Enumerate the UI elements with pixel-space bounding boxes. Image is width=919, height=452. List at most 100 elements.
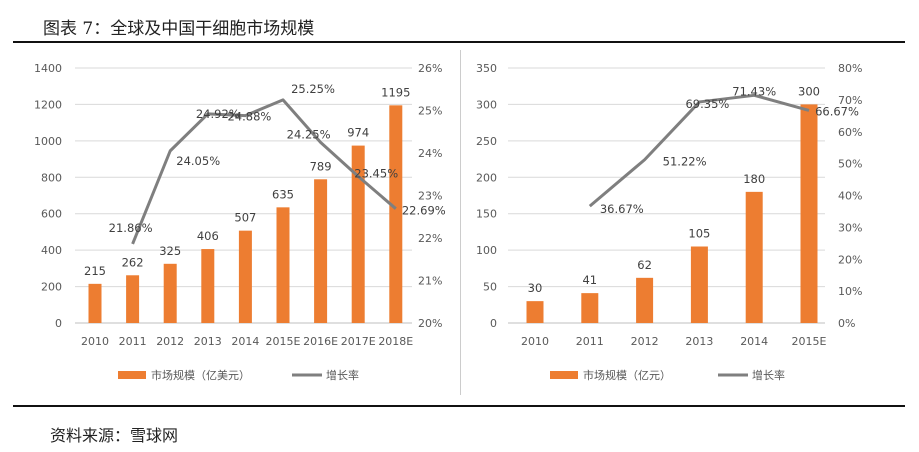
bar xyxy=(163,263,177,323)
y-tick-label: 250 xyxy=(476,135,497,148)
bar xyxy=(389,105,403,323)
bar xyxy=(238,230,252,323)
bar xyxy=(88,283,102,323)
chart-divider xyxy=(460,50,461,395)
line-data-label: 22.69% xyxy=(402,204,446,218)
bar xyxy=(126,275,140,323)
line-data-label: 71.43% xyxy=(732,84,776,98)
y2-tick-label: 20% xyxy=(418,317,442,330)
legend-line-label: 增长率 xyxy=(752,368,785,382)
x-tick-label: 2018E xyxy=(378,335,413,348)
y2-tick-label: 30% xyxy=(838,221,862,234)
x-tick-label: 2011 xyxy=(119,335,147,348)
bar-data-label: 1195 xyxy=(381,85,410,99)
bar-data-label: 974 xyxy=(347,126,369,140)
x-tick-label: 2015E xyxy=(792,335,827,348)
y2-tick-label: 26% xyxy=(418,62,442,75)
legend-line-label: 增长率 xyxy=(326,368,359,382)
y2-tick-label: 80% xyxy=(838,62,862,75)
y2-tick-label: 23% xyxy=(418,190,442,203)
y2-tick-label: 22% xyxy=(418,232,442,245)
bar-data-label: 789 xyxy=(310,159,332,173)
y-tick-label: 200 xyxy=(41,281,62,294)
x-tick-label: 2015E xyxy=(266,335,301,348)
figure-title: 图表 7：全球及中国干细胞市场规模 xyxy=(43,19,315,39)
bar xyxy=(276,207,290,323)
line-data-label: 24.92% xyxy=(196,107,240,121)
line-data-label: 25.25% xyxy=(291,82,335,96)
y-tick-label: 350 xyxy=(476,62,497,75)
bar-data-label: 406 xyxy=(197,229,219,243)
y2-tick-label: 21% xyxy=(418,275,442,288)
bar xyxy=(636,277,654,323)
bar-data-label: 215 xyxy=(84,264,106,278)
y2-tick-label: 0% xyxy=(838,317,855,330)
line-data-label: 36.67% xyxy=(600,202,644,216)
growth-line xyxy=(131,98,397,245)
y2-tick-label: 10% xyxy=(838,285,862,298)
y2-tick-label: 70% xyxy=(838,94,862,107)
line-data-label: 24.25% xyxy=(287,127,331,141)
bar xyxy=(201,249,215,323)
y2-tick-label: 60% xyxy=(838,126,862,139)
bar-data-label: 41 xyxy=(582,273,597,287)
x-tick-label: 2016E xyxy=(303,335,338,348)
x-tick-label: 2010 xyxy=(81,335,109,348)
x-tick-label: 2011 xyxy=(576,335,604,348)
bar-data-label: 262 xyxy=(122,255,144,269)
bottom-rule xyxy=(13,405,905,407)
y2-tick-label: 25% xyxy=(418,105,442,118)
y-tick-label: 100 xyxy=(476,244,497,257)
growth-line xyxy=(588,93,810,208)
y-tick-label: 50 xyxy=(483,281,497,294)
y-tick-label: 200 xyxy=(476,171,497,184)
bar-data-label: 62 xyxy=(637,258,652,272)
x-tick-label: 2014 xyxy=(740,335,768,348)
bar xyxy=(314,179,328,323)
y-tick-label: 1200 xyxy=(34,98,62,111)
line-data-label: 24.88% xyxy=(227,110,271,124)
x-tick-label: 2014 xyxy=(231,335,259,348)
bar-data-label: 325 xyxy=(159,244,181,258)
bar-data-label: 105 xyxy=(688,227,710,241)
y2-tick-label: 20% xyxy=(838,253,862,266)
bar-data-label: 635 xyxy=(272,187,294,201)
x-tick-label: 2012 xyxy=(156,335,184,348)
x-tick-label: 2010 xyxy=(521,335,549,348)
line-data-label: 66.67% xyxy=(815,104,859,118)
y-tick-label: 150 xyxy=(476,208,497,221)
bar xyxy=(581,293,599,323)
bar-data-label: 507 xyxy=(234,211,256,225)
y-tick-label: 800 xyxy=(41,171,62,184)
bar-data-label: 30 xyxy=(528,281,543,295)
line-data-label: 69.35% xyxy=(685,97,729,111)
x-tick-label: 2017E xyxy=(341,335,376,348)
line-data-label: 21.86% xyxy=(109,221,153,235)
y-tick-label: 400 xyxy=(41,244,62,257)
y-tick-label: 300 xyxy=(476,98,497,111)
x-tick-label: 2013 xyxy=(194,335,222,348)
bar-data-label: 300 xyxy=(798,84,820,98)
bar xyxy=(526,301,544,323)
y2-tick-label: 40% xyxy=(838,190,862,203)
y-tick-label: 0 xyxy=(55,317,62,330)
source-note: 资料来源：雪球网 xyxy=(50,426,179,445)
x-tick-label: 2013 xyxy=(685,335,713,348)
y2-tick-label: 24% xyxy=(418,147,442,160)
bar xyxy=(800,104,818,323)
legend-bar-label: 市场规模（亿元） xyxy=(583,368,671,382)
bar-data-label: 180 xyxy=(743,172,765,186)
bar xyxy=(745,191,763,323)
line-data-label: 24.05% xyxy=(176,154,220,168)
x-tick-label: 2012 xyxy=(631,335,659,348)
line-data-label: 23.45% xyxy=(354,166,398,180)
legend-bar-swatch xyxy=(118,371,146,379)
legend-bar-swatch xyxy=(550,371,578,379)
y2-tick-label: 50% xyxy=(838,158,862,171)
y-tick-label: 600 xyxy=(41,208,62,221)
bar xyxy=(690,246,708,323)
line-data-label: 51.22% xyxy=(663,155,707,169)
y-tick-label: 1400 xyxy=(34,62,62,75)
legend-bar-label: 市场规模（亿美元） xyxy=(151,368,250,382)
